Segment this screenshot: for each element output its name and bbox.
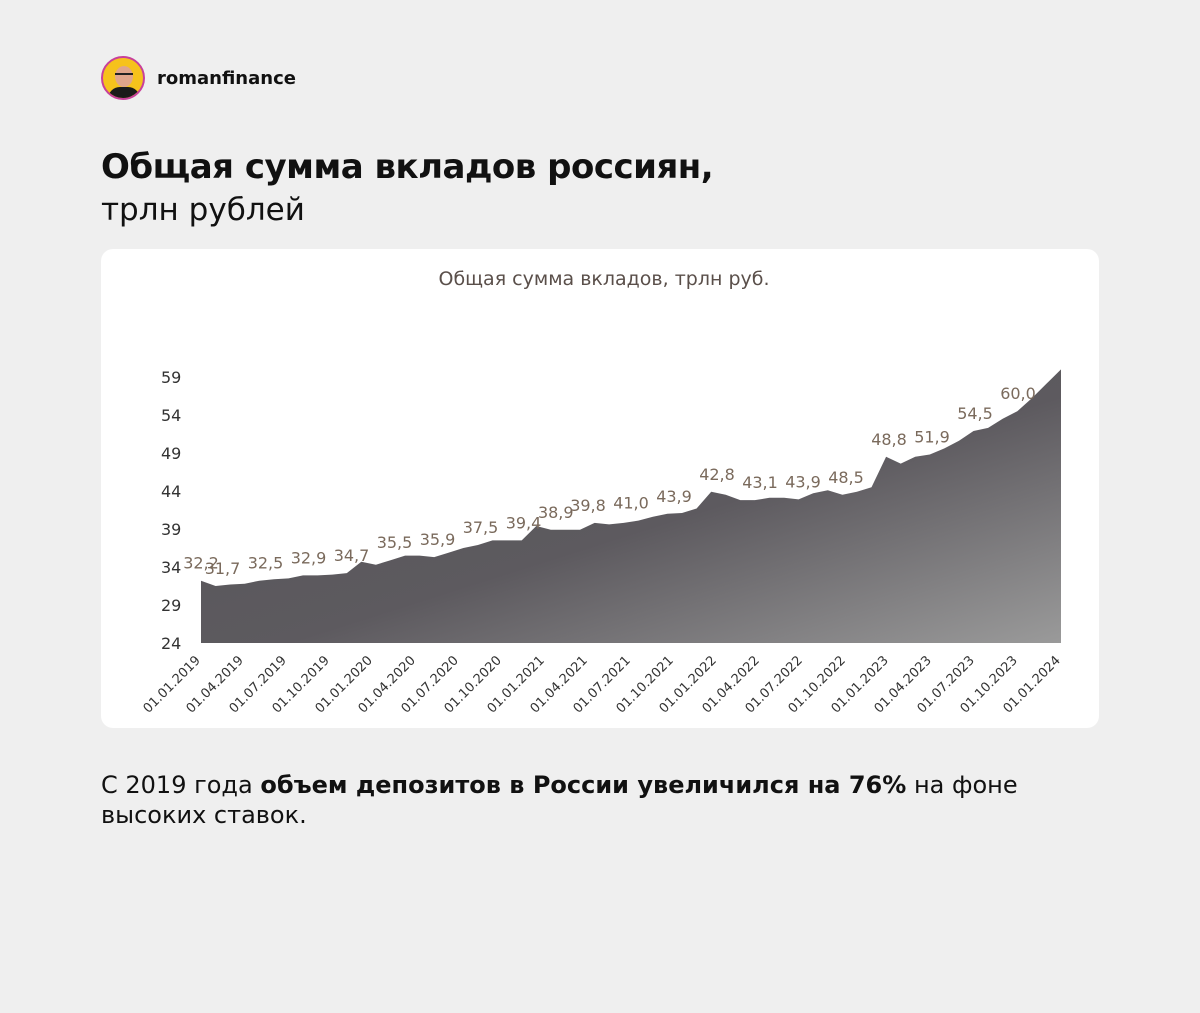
y-tick-label: 59: [161, 368, 181, 387]
data-label: 35,5: [377, 533, 413, 552]
data-label: 32,2: [183, 554, 219, 573]
data-label: 41,0: [613, 494, 649, 513]
data-label: 32,5: [248, 554, 284, 573]
data-label: 54,5: [957, 404, 993, 423]
data-label: 38,9: [538, 503, 574, 522]
chart-card: Общая сумма вкладов, трлн руб. 59 54 49 44 3…: [101, 249, 1099, 728]
y-tick-label: 24: [161, 634, 181, 653]
author-handle[interactable]: romanfinance: [157, 67, 296, 89]
avatar-head: [115, 66, 133, 87]
data-label: 42,8: [699, 465, 735, 484]
caption-suffix: на фоне высоких ставок.: [101, 771, 1018, 829]
y-tick-label: 49: [161, 444, 181, 463]
data-label: 39,8: [570, 496, 606, 515]
page-subtitle: трлн рублей: [101, 192, 305, 228]
y-tick-label: 54: [161, 406, 181, 425]
data-label: 31,7: [205, 559, 241, 578]
x-axis-ticks: 01.01.201901.04.201901.07.201901.10.2019…: [141, 653, 1064, 716]
data-labels: 32,231,7 32,5 32,9 34,7 35,5 35,9 37,5 39,438,9…: [183, 384, 1036, 578]
page-title: Общая сумма вкладов россиян,: [101, 147, 714, 187]
author-header: romanfinance: [101, 56, 296, 100]
y-tick-label: 34: [161, 558, 181, 577]
data-label: 39,4: [506, 513, 542, 532]
data-label: 51,9: [914, 428, 950, 447]
data-label: 43,9: [656, 487, 692, 506]
deposits-area: [201, 369, 1061, 643]
caption-text: С 2019 года объем депозитов в России уве…: [101, 770, 1101, 830]
data-label: 43,9: [785, 472, 821, 491]
caption-highlight: объем депозитов в России увеличился на 7…: [260, 771, 907, 799]
data-label: 60,0: [1000, 384, 1036, 403]
data-label: 43,1: [742, 473, 778, 492]
data-label: 34,7: [334, 546, 370, 565]
y-tick-label: 29: [161, 596, 181, 615]
data-label: 32,9: [291, 548, 327, 567]
chart-title: Общая сумма вкладов, трлн руб.: [438, 268, 769, 290]
deposits-area-chart: Общая сумма вкладов, трлн руб. 595449443…: [141, 268, 1064, 716]
y-tick-label: 44: [161, 482, 181, 501]
caption-prefix: С 2019 года: [101, 771, 261, 799]
y-axis-ticks: 59 54 49 44 39 34 29 24: [161, 368, 181, 653]
data-label: 48,8: [871, 430, 907, 449]
avatar-body: [108, 87, 140, 98]
avatar[interactable]: [101, 56, 145, 100]
y-tick-label: 39: [161, 520, 181, 539]
avatar-glasses: [115, 73, 133, 77]
data-label: 48,5: [828, 468, 864, 487]
data-label: 35,9: [420, 530, 456, 549]
data-label: 37,5: [463, 518, 499, 537]
